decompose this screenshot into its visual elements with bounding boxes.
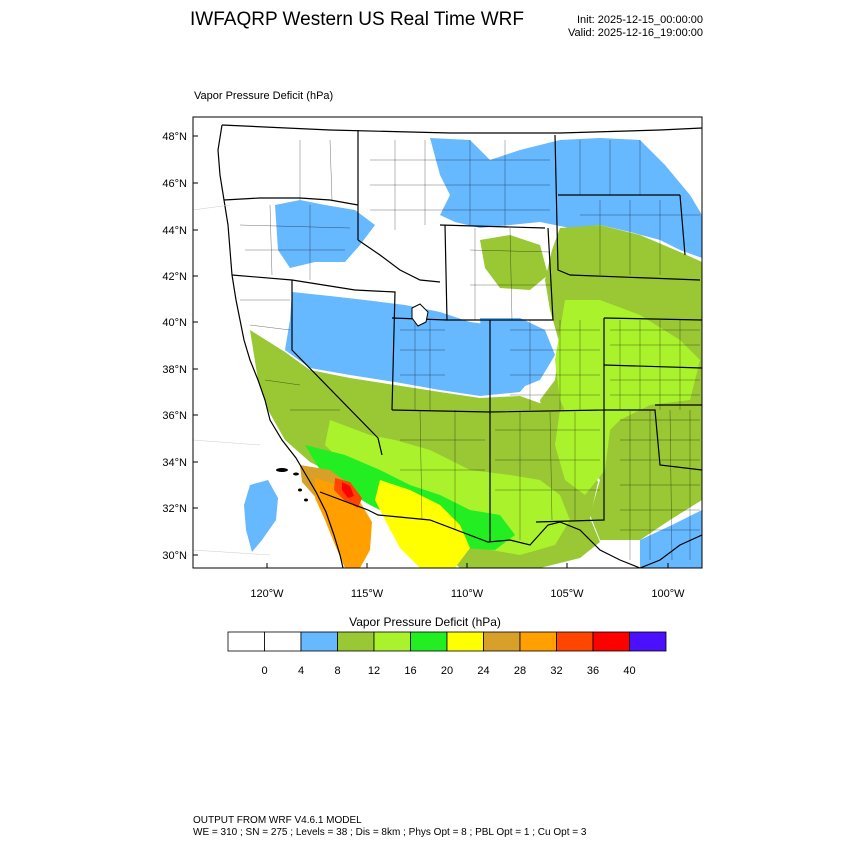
colorbar-level-label: 36 <box>587 665 599 677</box>
colorbar-box <box>629 631 667 652</box>
footer: OUTPUT FROM WRF V4.6.1 MODEL WE = 310 ; … <box>193 815 586 839</box>
colorbar-level-label: 4 <box>298 665 304 677</box>
vpd-field <box>244 138 702 568</box>
map-panel <box>193 117 702 568</box>
valid-time: Valid: 2025-12-16_19:00:00 <box>568 27 703 39</box>
colorbar-box <box>300 631 338 652</box>
lat-label: 32°N <box>162 503 187 515</box>
footer-model: OUTPUT FROM WRF V4.6.1 MODEL <box>193 815 362 826</box>
colorbar-box <box>483 631 521 652</box>
coastline <box>217 124 344 568</box>
lat-label: 30°N <box>162 550 187 562</box>
lat-label: 40°N <box>162 317 187 329</box>
colorbar-level-label: 0 <box>261 665 267 677</box>
colorbar-box <box>227 631 265 652</box>
colorbar-title: Vapor Pressure Deficit (hPa) <box>349 615 501 629</box>
lon-label: 105°W <box>550 588 584 600</box>
map-frame <box>192 116 703 569</box>
vpd-region-4-8-northwest <box>275 200 375 268</box>
vpd-region-12-16-southwest <box>325 420 570 555</box>
colorbar-level-label: 8 <box>334 665 340 677</box>
canada-border <box>221 124 702 134</box>
colorbar-level-label: 40 <box>623 665 635 677</box>
gulf-coast <box>639 534 702 568</box>
mexico-border <box>319 491 641 568</box>
vpd-region-4-8-montana <box>430 138 702 258</box>
lon-label: 115°W <box>351 588 384 600</box>
vpd-region-4-8-colorado <box>480 318 555 392</box>
vpd-region-4-8-great-basin <box>285 292 540 396</box>
colorbar-box <box>373 631 411 652</box>
lat-label: 38°N <box>162 364 187 376</box>
lat-label: 46°N <box>162 178 187 190</box>
county-boundaries <box>239 139 700 561</box>
init-time: Init: 2025-12-15_00:00:00 <box>577 14 703 26</box>
colorbar-box <box>446 631 484 652</box>
lon-label: 120°W <box>250 588 284 600</box>
colorbar-box <box>337 631 375 652</box>
lat-label: 44°N <box>162 225 187 237</box>
channel-islands <box>276 468 308 502</box>
graticule <box>193 204 271 556</box>
footer-config: WE = 310 ; SN = 275 ; Levels = 38 ; Dis … <box>193 827 587 838</box>
lon-label: 110°W <box>451 588 484 600</box>
vpd-region-36-40 <box>342 482 354 498</box>
colorbar-box <box>556 631 594 652</box>
colorbar-level-label: 24 <box>477 665 489 677</box>
colorbar-box <box>519 631 557 652</box>
vpd-region-8-12-wyoming <box>480 235 548 290</box>
colorbar-level-label: 16 <box>404 665 416 677</box>
colorbar-level-label: 32 <box>550 665 562 677</box>
vpd-region-20-24 <box>375 480 470 568</box>
lat-label: 42°N <box>162 271 187 283</box>
colorbar-box <box>264 631 302 652</box>
great-salt-lake <box>411 303 429 327</box>
field-label: Vapor Pressure Deficit (hPa) <box>194 90 334 102</box>
colorbar-box <box>592 631 630 652</box>
run-info: Init: 2025-12-15_00:00:00 Valid: 2025-12… <box>568 14 703 40</box>
lat-label: 48°N <box>162 131 187 143</box>
colorbar-level-label: 20 <box>441 665 453 677</box>
lon-label: 100°W <box>651 588 685 600</box>
lat-label: 36°N <box>162 410 187 422</box>
vpd-region-12-16-texas <box>555 405 610 495</box>
page-title: IWFAQRP Western US Real Time WRF <box>190 9 524 30</box>
colorbar-box <box>410 631 448 652</box>
colorbar-level-label: 28 <box>514 665 526 677</box>
lat-label: 34°N <box>162 457 187 469</box>
longitude-axis: 120°W 115°W 110°W 105°W 100°W <box>250 563 685 600</box>
state-boundaries <box>217 124 702 568</box>
latitude-axis: 48°N 46°N 44°N 42°N 40°N 38°N 36°N 34°N 32°N 30°N <box>162 131 198 562</box>
vpd-region-4-8-pacific <box>244 480 278 552</box>
vpd-region-12-16-plains <box>555 300 700 440</box>
colorbar: 0 4 8 12 16 20 24 28 32 36 40 <box>227 631 667 677</box>
colorbar-level-label: 12 <box>368 665 380 677</box>
vpd-region-4-8-southeast <box>640 510 702 568</box>
